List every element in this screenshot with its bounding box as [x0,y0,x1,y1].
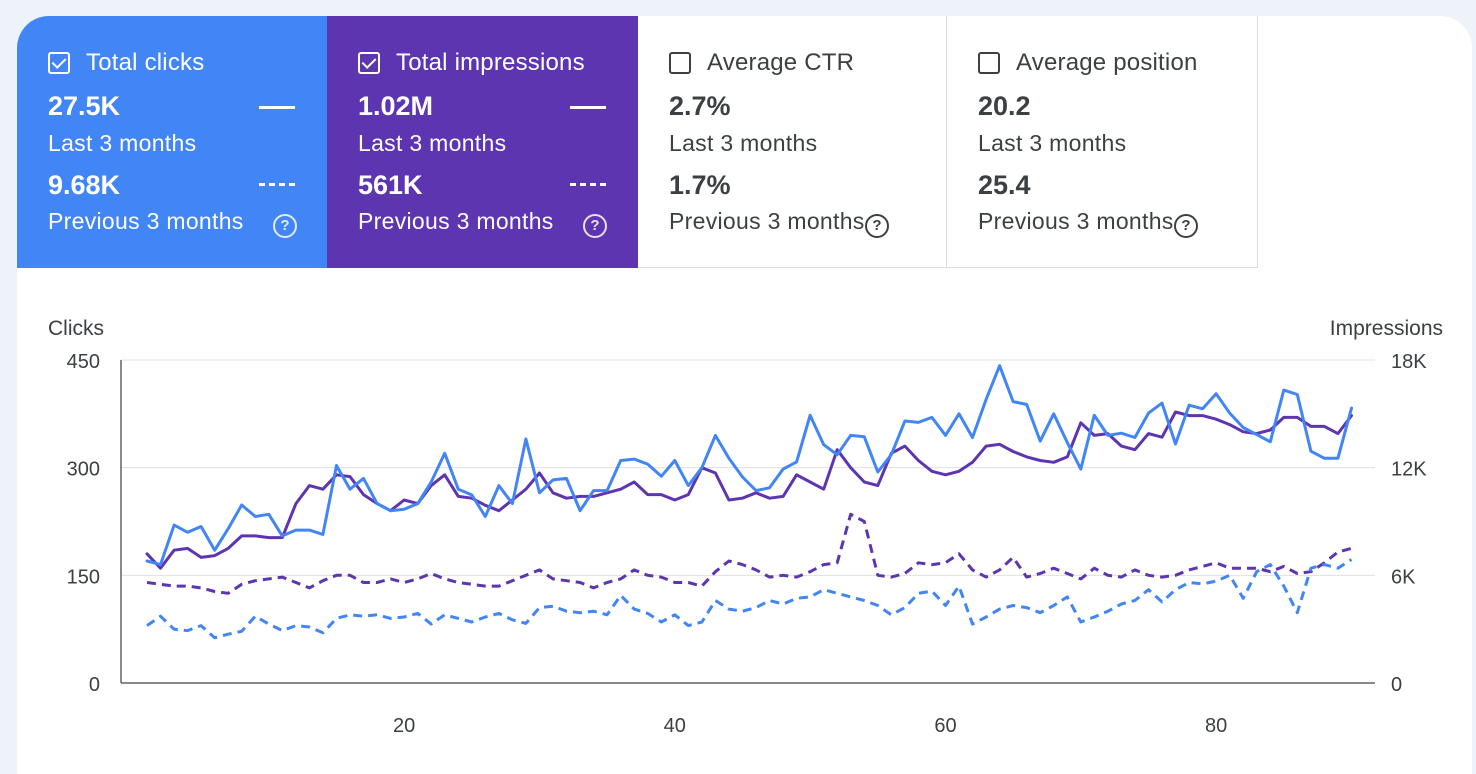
right-tick-label: 18K [1391,351,1427,373]
left-axis-ticks: 0 150 300 450 [67,351,100,696]
dashed-line-legend-icon [570,183,606,186]
metric-card-total-impressions[interactable]: Total impressions 1.02M Last 3 months 56… [327,16,638,268]
help-icon[interactable]: ? [273,214,297,238]
metric-period-current: Last 3 months [48,130,197,156]
series-line-impressions-last-3-months [145,410,1353,570]
left-tick-label: 300 [67,459,100,481]
dashed-line-legend-icon [259,183,295,186]
metric-period-previous: Previous 3 months [978,208,1174,234]
metric-period-previous: Previous 3 months [48,208,244,234]
metric-title: Total impressions [396,49,585,76]
series-line-impressions-previous-3-months [146,512,1352,595]
left-tick-label: 450 [67,351,100,373]
metric-value-previous: 1.7% [669,170,731,200]
checkbox-unchecked-icon[interactable] [978,52,1000,74]
metric-toggle-total-impressions[interactable]: Total impressions [358,49,585,77]
left-axis-label: Clicks [48,317,104,340]
metric-toggle-average-ctr[interactable]: Average CTR [669,49,854,77]
right-tick-label: 6K [1391,566,1416,588]
metric-value-current: 20.2 [978,91,1031,121]
x-tick-label: 20 [393,715,415,737]
right-tick-label: 12K [1391,459,1427,481]
series-line-clicks-previous-3-months [146,558,1353,640]
checkbox-unchecked-icon[interactable] [669,52,691,74]
metric-value-previous: 25.4 [978,170,1031,200]
x-axis-ticks: 20 40 60 80 [393,715,1227,737]
chart-series [145,364,1353,640]
left-tick-label: 150 [67,566,100,588]
metric-card-average-ctr[interactable]: Average CTR 2.7% Last 3 months 1.7% Prev… [638,16,947,268]
metric-toggle-total-clicks[interactable]: Total clicks [48,49,204,77]
left-tick-label: 0 [89,674,100,696]
metric-period-previous: Previous 3 months [669,208,865,234]
metric-cards: Total clicks 27.5K Last 3 months 9.68K P… [17,16,1258,268]
performance-panel: Total clicks 27.5K Last 3 months 9.68K P… [17,16,1472,774]
right-tick-label: 0 [1391,674,1402,696]
metric-period-current: Last 3 months [358,130,507,156]
help-icon[interactable]: ? [865,214,889,238]
solid-line-legend-icon [259,106,295,109]
x-tick-label: 80 [1205,715,1227,737]
solid-line-legend-icon [570,106,606,109]
metric-period-previous: Previous 3 months [358,208,554,234]
metric-value-current: 2.7% [669,91,731,121]
metric-title: Average CTR [707,49,855,76]
metric-value-current: 27.5K [48,91,121,121]
right-axis-label: Impressions [1330,317,1443,340]
metric-title: Average position [1016,49,1198,76]
help-icon[interactable]: ? [583,214,607,238]
metric-value-previous: 9.68K [48,170,121,200]
metric-card-average-position[interactable]: Average position 20.2 Last 3 months 25.4… [947,16,1258,268]
metric-period-current: Last 3 months [669,130,818,156]
gridlines [120,359,1375,684]
right-axis-ticks: 0 6K 12K 18K [1391,351,1427,696]
metric-toggle-average-position[interactable]: Average position [978,49,1198,77]
metric-title: Total clicks [86,49,205,76]
checkbox-checked-icon[interactable] [48,52,70,74]
metric-card-total-clicks[interactable]: Total clicks 27.5K Last 3 months 9.68K P… [17,16,327,268]
help-icon[interactable]: ? [1174,214,1198,238]
series-line-clicks-last-3-months [145,364,1353,567]
checkbox-checked-icon[interactable] [358,52,380,74]
x-tick-label: 60 [934,715,956,737]
metric-period-current: Last 3 months [978,130,1127,156]
x-tick-label: 40 [664,715,686,737]
metric-value-current: 1.02M [358,91,434,121]
metric-value-previous: 561K [358,170,423,200]
